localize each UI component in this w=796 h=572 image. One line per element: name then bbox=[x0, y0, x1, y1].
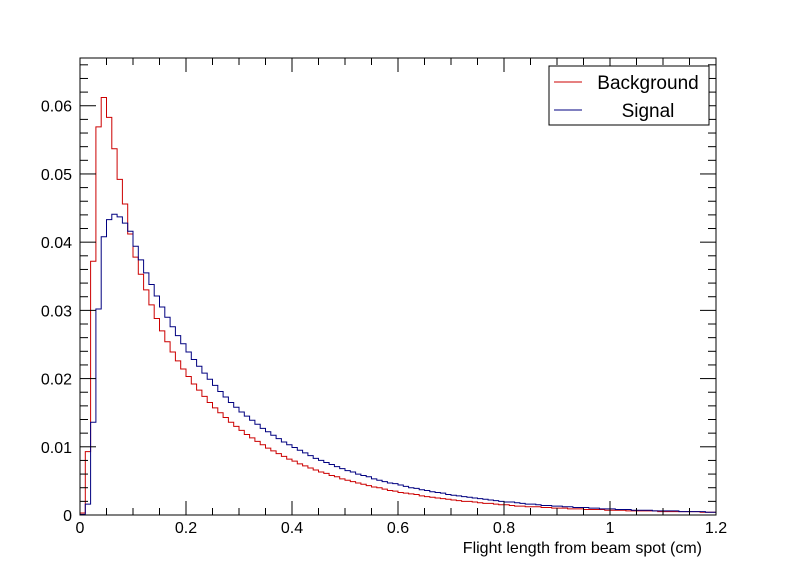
legend-box bbox=[548, 65, 710, 126]
legend: Background Signal bbox=[548, 65, 710, 126]
x-tick-label: 1 bbox=[606, 520, 615, 537]
legend-label-background: Background bbox=[597, 73, 698, 94]
x-tick-label: 0.2 bbox=[175, 520, 197, 537]
series-background-histogram bbox=[79, 97, 716, 515]
x-tick-label: 0.6 bbox=[387, 520, 409, 537]
y-tick-label: 0 bbox=[63, 508, 72, 525]
x-axis-title: Flight length from beam spot (cm) bbox=[463, 540, 702, 557]
y-tick-label: 0.02 bbox=[41, 372, 72, 389]
series-signal-histogram bbox=[79, 213, 716, 515]
y-tick-label: 0.04 bbox=[41, 235, 72, 252]
y-tick-label: 0.05 bbox=[41, 167, 72, 184]
legend-label-signal: Signal bbox=[622, 101, 675, 122]
x-tick-label: 0.4 bbox=[281, 520, 303, 537]
y-axis-tick-labels: 0 0.01 0.02 0.03 0.04 0.05 0.06 bbox=[41, 99, 72, 525]
y-tick-label: 0.03 bbox=[41, 303, 72, 320]
x-tick-label: 1.2 bbox=[705, 520, 727, 537]
x-axis-tick-labels: 0 0.2 0.4 0.6 0.8 1 1.2 bbox=[76, 520, 728, 537]
x-tick-label: 0 bbox=[76, 520, 85, 537]
x-tick-label: 0.8 bbox=[493, 520, 515, 537]
x-axis-ticks bbox=[79, 58, 717, 515]
series-layer bbox=[79, 97, 716, 515]
y-tick-label: 0.01 bbox=[41, 440, 72, 457]
y-axis-ticks bbox=[80, 64, 716, 516]
y-tick-label: 0.06 bbox=[41, 99, 72, 116]
